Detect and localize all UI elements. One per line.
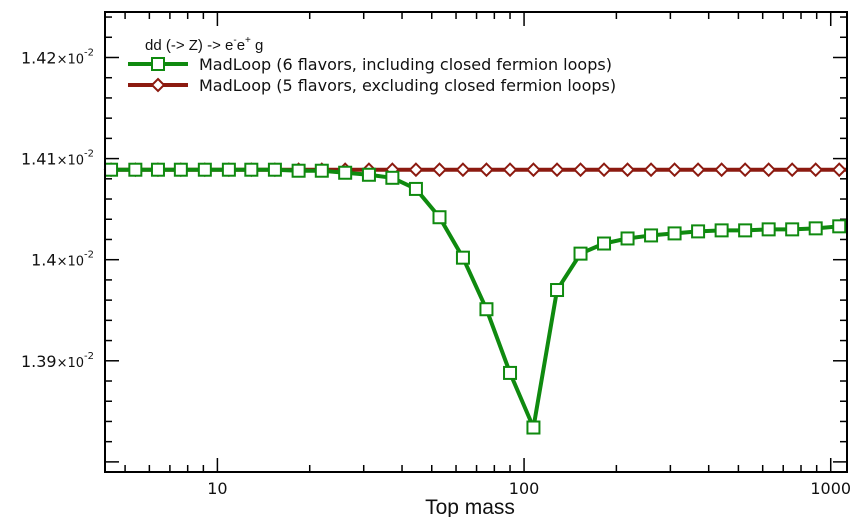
data-point-diamond bbox=[737, 162, 753, 178]
data-point-square bbox=[550, 283, 565, 298]
y-tick-exponent: -2 bbox=[84, 351, 94, 362]
y-tick-exponent: -2 bbox=[84, 250, 94, 261]
data-point-diamond bbox=[761, 162, 777, 178]
data-point-diamond bbox=[479, 162, 494, 178]
data-point-diamond bbox=[526, 162, 541, 178]
data-point-square bbox=[128, 162, 143, 177]
y-tick-label: 1.4×10-2 bbox=[31, 250, 94, 270]
data-point-diamond bbox=[714, 162, 730, 178]
data-point-diamond bbox=[596, 162, 612, 178]
y-tick-label: 1.42×10-2 bbox=[21, 47, 94, 67]
data-point-square bbox=[338, 165, 353, 180]
legend-title-main: dd (-> Z) -> e bbox=[145, 37, 233, 54]
y-tick-label: 1.39×10-2 bbox=[21, 351, 94, 371]
y-tick-mantissa: 1.41 bbox=[21, 150, 57, 169]
data-point-square bbox=[150, 162, 165, 177]
data-point-square bbox=[691, 224, 706, 239]
series-6flavors bbox=[104, 162, 848, 435]
data-point-diamond bbox=[690, 162, 706, 178]
data-point-square bbox=[385, 170, 400, 185]
tick-labels: 10 100 10001.39×10-21.4×10-21.41×10-21.42×… bbox=[21, 47, 851, 498]
y-tick-base: ×10 bbox=[57, 154, 84, 169]
data-point-square bbox=[244, 162, 259, 177]
data-point-square bbox=[714, 223, 729, 238]
data-point-square bbox=[361, 167, 376, 182]
data-point-diamond bbox=[667, 162, 682, 178]
legend: dd (-> Z) -> e-e+ g MadLoop (6 flavors, … bbox=[128, 35, 616, 95]
legend-label-5flavors: MadLoop (5 flavors, excluding closed fer… bbox=[199, 76, 616, 95]
legend-title-sup2: + bbox=[245, 35, 251, 46]
data-point-square bbox=[173, 162, 188, 177]
data-point-square bbox=[785, 222, 800, 237]
data-point-diamond bbox=[643, 162, 659, 178]
data-point-square bbox=[738, 223, 753, 238]
legend-label-6flavors: MadLoop (6 flavors, including closed fer… bbox=[199, 55, 612, 74]
y-tick-mantissa: 1.42 bbox=[21, 48, 57, 67]
data-point-diamond bbox=[408, 162, 424, 178]
data-point-square bbox=[573, 246, 588, 261]
data-point-square bbox=[667, 226, 682, 241]
data-point-diamond bbox=[502, 162, 518, 178]
data-point-square bbox=[761, 222, 776, 237]
data-point-diamond bbox=[549, 162, 565, 178]
y-tick-base: ×10 bbox=[57, 52, 84, 67]
legend-title-sup1: - bbox=[233, 35, 236, 46]
legend-title: dd (-> Z) -> e-e+ g bbox=[145, 35, 263, 54]
data-point-square bbox=[479, 302, 494, 317]
data-point-square bbox=[808, 221, 823, 236]
data-point-diamond bbox=[831, 162, 847, 178]
data-point-diamond bbox=[432, 162, 447, 178]
data-point-square bbox=[197, 162, 212, 177]
data-point-diamond bbox=[808, 162, 824, 178]
data-point-diamond bbox=[784, 162, 800, 178]
data-point-square bbox=[503, 365, 518, 380]
legend-swatch-marker-5flavors bbox=[150, 77, 166, 93]
data-point-square bbox=[314, 163, 329, 178]
plot-frame bbox=[104, 11, 848, 473]
series-layer bbox=[103, 162, 848, 435]
data-point-diamond bbox=[620, 162, 635, 178]
x-tick-label: 100 bbox=[509, 479, 540, 498]
data-point-square bbox=[221, 162, 236, 177]
plot-background bbox=[105, 12, 847, 472]
legend-title-end: g bbox=[251, 37, 264, 54]
data-point-square bbox=[597, 236, 612, 251]
data-point-diamond bbox=[573, 162, 588, 178]
data-point-square bbox=[832, 219, 847, 234]
legend-title-mid: e bbox=[237, 37, 245, 54]
legend-swatch-marker-6flavors bbox=[151, 57, 165, 71]
tick-marks bbox=[105, 12, 847, 472]
y-tick-base: ×10 bbox=[57, 255, 84, 270]
data-point-diamond bbox=[455, 162, 471, 178]
data-point-square bbox=[526, 420, 541, 435]
data-point-square bbox=[267, 162, 282, 177]
y-tick-mantissa: 1.39 bbox=[21, 352, 57, 371]
data-point-square bbox=[455, 250, 470, 265]
y-tick-mantissa: 1.4 bbox=[31, 251, 56, 270]
x-tick-label: 1000 bbox=[810, 479, 851, 498]
data-point-square bbox=[644, 228, 659, 243]
data-point-square bbox=[104, 162, 119, 177]
y-tick-base: ×10 bbox=[57, 356, 84, 371]
data-point-square bbox=[620, 231, 635, 246]
x-tick-label: 10 bbox=[207, 479, 227, 498]
y-tick-exponent: -2 bbox=[84, 47, 94, 58]
data-point-square bbox=[432, 210, 447, 225]
y-tick-label: 1.41×10-2 bbox=[21, 149, 94, 169]
x-axis-title: Top mass bbox=[425, 496, 515, 517]
y-tick-exponent: -2 bbox=[84, 149, 94, 160]
data-point-square bbox=[291, 163, 306, 178]
data-point-square bbox=[408, 181, 423, 196]
